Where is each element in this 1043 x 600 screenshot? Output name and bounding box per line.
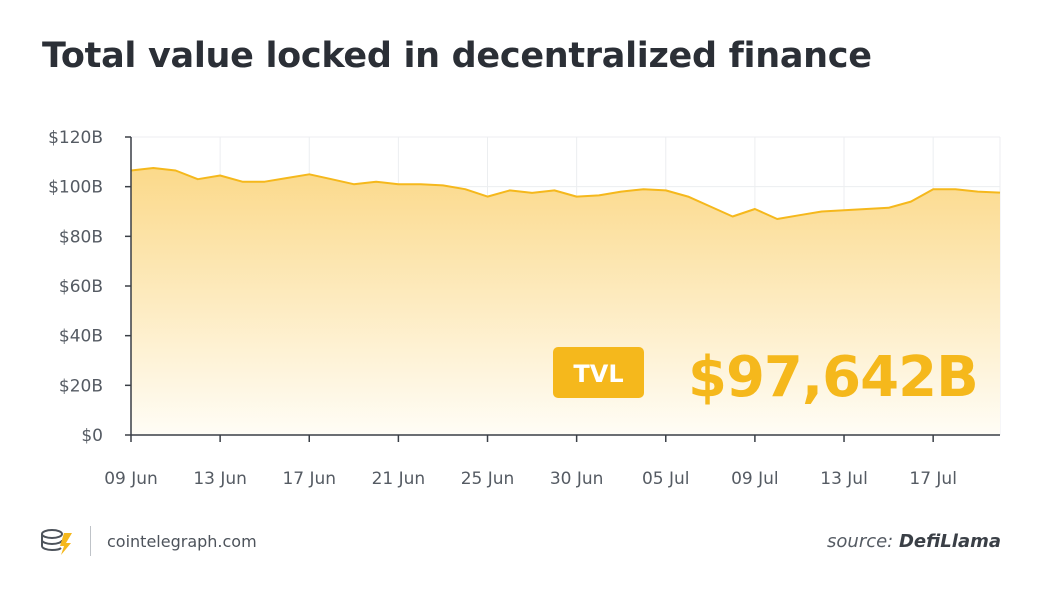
y-tick-label: $100B bbox=[48, 178, 103, 198]
y-tick-label: $60B bbox=[59, 277, 103, 297]
tvl-badge-label: TVL bbox=[573, 360, 623, 388]
tvl-area-fill bbox=[131, 168, 1000, 435]
footer-divider bbox=[90, 526, 91, 556]
source-name: DefiLlama bbox=[898, 531, 1001, 552]
x-tick-label: 30 Jun bbox=[550, 469, 604, 489]
tvl-badge bbox=[553, 347, 644, 398]
x-tick-label: 25 Jun bbox=[461, 469, 515, 489]
source-prefix: source: bbox=[827, 531, 894, 552]
x-tick-label: 21 Jun bbox=[372, 469, 426, 489]
x-tick-label: 13 Jul bbox=[820, 469, 868, 489]
chart-title: Total value locked in decentralized fina… bbox=[42, 36, 872, 76]
site-name: cointelegraph.com bbox=[107, 532, 257, 551]
x-tick-label: 09 Jul bbox=[731, 469, 779, 489]
y-tick-label: $80B bbox=[59, 227, 103, 247]
x-tick-label: 17 Jun bbox=[282, 469, 336, 489]
x-tick-label: 13 Jun bbox=[193, 469, 247, 489]
y-tick-label: $20B bbox=[59, 376, 103, 396]
cointelegraph-logo-icon bbox=[40, 527, 74, 557]
source-credit: source: DefiLlama bbox=[827, 531, 1001, 552]
y-tick-label: $0 bbox=[81, 426, 103, 446]
x-tick-label: 17 Jul bbox=[909, 469, 957, 489]
x-tick-label: 05 Jul bbox=[642, 469, 690, 489]
tvl-headline-value: $97,642B bbox=[688, 345, 978, 410]
y-tick-label: $120B bbox=[48, 128, 103, 148]
y-tick-label: $40B bbox=[59, 327, 103, 347]
x-tick-label: 09 Jun bbox=[104, 469, 158, 489]
tvl-series-line bbox=[130, 167, 1001, 220]
